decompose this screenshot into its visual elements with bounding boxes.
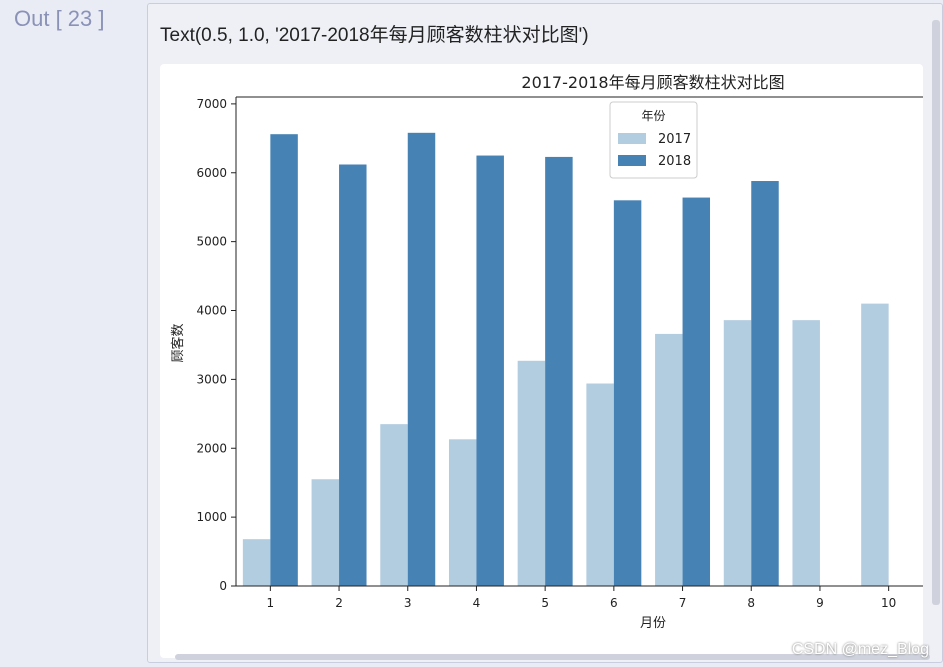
bar-2017-7 <box>655 333 683 586</box>
bar-2018-6 <box>613 200 642 586</box>
legend-label-2018: 2018 <box>658 154 691 169</box>
bar-2017-3 <box>380 424 408 586</box>
y-tick-label: 5000 <box>196 235 227 249</box>
chart-title: 2017-2018年每月顾客数柱状对比图 <box>521 73 784 92</box>
output-text-repr: Text(0.5, 1.0, '2017-2018年每月顾客数柱状对比图') <box>160 25 589 46</box>
x-tick-label: 9 <box>816 596 824 610</box>
bar-2017-2 <box>311 479 340 586</box>
y-tick-label: 6000 <box>196 166 227 180</box>
legend-swatch-2017 <box>618 133 646 144</box>
chart-figure: 2017-2018年每月顾客数柱状对比图 0 1000 2000 3000 4000 50… <box>160 64 923 658</box>
x-tick-label: 3 <box>404 596 412 610</box>
x-tick-label: 5 <box>541 596 549 610</box>
x-tick-label: 6 <box>610 596 618 610</box>
bar-2017-1 <box>242 539 271 586</box>
x-tick-label: 4 <box>473 596 481 610</box>
y-tick-label: 4000 <box>196 304 227 318</box>
bar-2017-8 <box>723 320 752 586</box>
vertical-scrollbar[interactable] <box>932 20 940 605</box>
bar-2017-5 <box>517 360 546 586</box>
y-tick-label: 0 <box>219 579 227 593</box>
y-tick-label: 7000 <box>196 97 227 111</box>
output-prompt-label: Out [ 23 ] <box>14 6 105 31</box>
y-tick-label: 1000 <box>196 510 227 524</box>
bar-2018-3 <box>407 132 436 586</box>
x-tick-label: 2 <box>335 596 343 610</box>
bar-2018-5 <box>545 156 573 586</box>
bar-2018-7 <box>682 197 711 586</box>
y-tick-label: 3000 <box>196 372 227 386</box>
horizontal-scrollbar[interactable] <box>175 654 930 660</box>
legend-swatch-2018 <box>618 155 646 166</box>
x-tick-label: 7 <box>679 596 687 610</box>
y-tick-label: 2000 <box>196 441 227 455</box>
y-axis-label: 顾客数 <box>170 323 186 362</box>
x-tick-label: 1 <box>267 596 275 610</box>
x-tick-label: 8 <box>747 596 755 610</box>
bar-2017-9 <box>792 320 820 586</box>
bar-2017-6 <box>586 383 614 586</box>
bar-2018-4 <box>476 155 504 587</box>
legend-label-2017: 2017 <box>658 132 691 147</box>
x-tick-label: 10 <box>881 596 896 610</box>
legend-title: 年份 <box>641 109 665 123</box>
bar-2017-4 <box>448 439 477 586</box>
bar-2017-10 <box>861 303 889 586</box>
x-axis-label: 月份 <box>640 616 666 631</box>
bar-2018-8 <box>751 181 779 586</box>
bar-2018-2 <box>339 164 367 586</box>
bar-2018-1 <box>270 134 298 586</box>
bar-chart: 2017-2018年每月顾客数柱状对比图 0 1000 2000 3000 4000 50… <box>170 73 923 631</box>
watermark: CSDN @mez_Blog <box>791 641 929 658</box>
